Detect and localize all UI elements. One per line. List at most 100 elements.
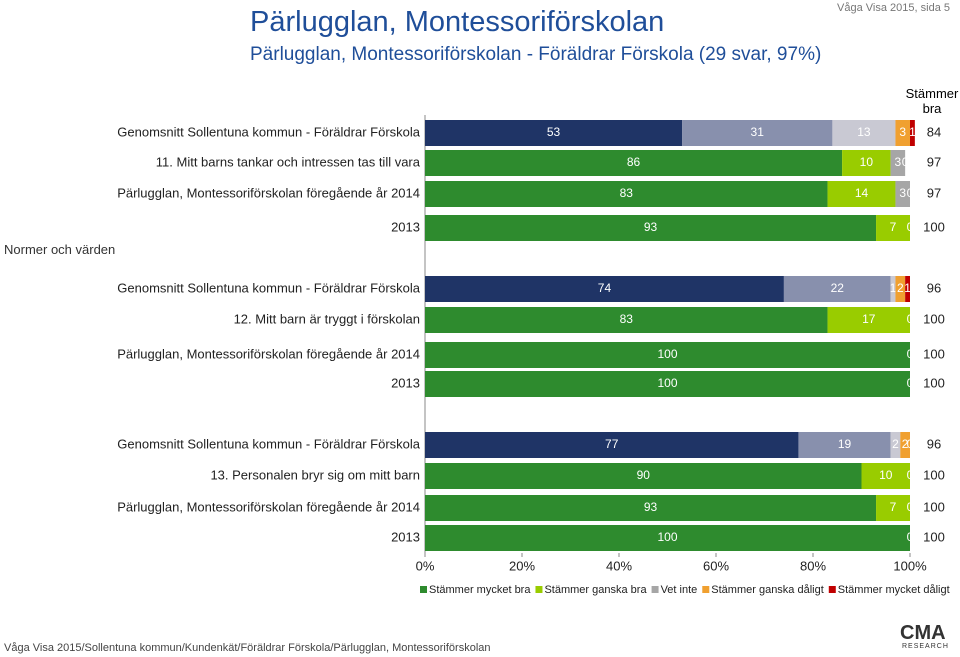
- total-label: 100: [923, 375, 945, 390]
- bar-label: 2: [892, 437, 899, 451]
- bar-label: 90: [637, 468, 651, 482]
- row-label: 12. Mitt barn är tryggt i förskolan: [234, 311, 420, 326]
- bar-label: 0: [907, 437, 914, 451]
- total-label: 100: [923, 311, 945, 326]
- bar-segment: [425, 150, 843, 176]
- x-tick-label: 20%: [509, 558, 535, 573]
- total-label: 100: [923, 467, 945, 482]
- bar-segment: [895, 276, 906, 302]
- legend-label: Stämmer ganska dåligt: [711, 584, 824, 596]
- x-tick-label: 80%: [800, 558, 826, 573]
- legend-label: Stämmer mycket dåligt: [838, 584, 950, 596]
- legend-swatch: [535, 586, 543, 593]
- bar-segment: [905, 276, 910, 302]
- bar-segment: [425, 215, 877, 241]
- bar-segment: [890, 432, 901, 458]
- bar-label: 83: [620, 186, 634, 200]
- legend-swatch: [420, 586, 427, 593]
- bar-segment: [910, 120, 915, 146]
- bar-segment: [827, 181, 896, 207]
- bar-segment: [425, 495, 877, 521]
- bar-label: 0: [907, 376, 914, 390]
- row-label: 2013: [391, 529, 420, 544]
- bar-label: 83: [620, 312, 634, 326]
- bar-segment: [425, 463, 862, 489]
- bar-label: 1: [909, 125, 916, 139]
- bar-label: 0: [907, 186, 914, 200]
- bar-label: 86: [627, 155, 641, 169]
- bar-label: 100: [657, 347, 677, 361]
- bar-label: 100: [657, 376, 677, 390]
- bar-segment: [895, 181, 910, 207]
- page-number: Våga Visa 2015, sida 5: [837, 2, 950, 14]
- bar-label: 0: [907, 220, 914, 234]
- side-label: Normer och värden: [4, 242, 116, 257]
- bar-label: 3: [899, 125, 906, 139]
- total-label: 100: [923, 346, 945, 361]
- legend-swatch: [828, 586, 836, 593]
- totals-header: Stämmer bra: [905, 86, 959, 116]
- bar-label: 93: [644, 500, 658, 514]
- bar-label: 7: [890, 500, 897, 514]
- bar-label: 2: [902, 437, 909, 451]
- x-tick-label: 40%: [606, 558, 632, 573]
- bar-segment: [783, 276, 891, 302]
- row-label: Genomsnitt Sollentuna kommun - Föräldrar…: [117, 436, 421, 451]
- bar-segment: [425, 371, 910, 397]
- x-tick-label: 0%: [416, 558, 435, 573]
- bar-label: 93: [644, 220, 658, 234]
- bar-label: 22: [831, 281, 845, 295]
- bar-segment: [425, 525, 910, 551]
- footer: Våga Visa 2015/Sollentuna kommun/Kundenk…: [4, 642, 491, 654]
- bar-label: 10: [879, 468, 893, 482]
- bar-segment: [900, 432, 910, 458]
- bar-segment: [425, 307, 828, 333]
- total-label: 97: [927, 154, 941, 169]
- logo: CMA: [900, 622, 946, 644]
- bar-label: 19: [838, 437, 852, 451]
- bar-label: 1: [904, 281, 911, 295]
- legend-swatch: [651, 586, 659, 593]
- bar-segment: [890, 150, 906, 176]
- legend-label: Stämmer mycket bra: [429, 584, 531, 596]
- total-label: 97: [927, 185, 941, 200]
- bar-label: 0: [907, 468, 914, 482]
- bar-label: 0: [907, 530, 914, 544]
- bar-segment: [832, 120, 896, 146]
- bar-label: 1: [890, 281, 897, 295]
- row-label: Genomsnitt Sollentuna kommun - Föräldrar…: [117, 124, 421, 139]
- total-label: 84: [927, 124, 941, 139]
- bar-label: 0: [907, 312, 914, 326]
- bar-segment: [876, 495, 910, 521]
- bar-label: 77: [605, 437, 619, 451]
- x-tick-label: 60%: [703, 558, 729, 573]
- bar-label: 10: [860, 155, 874, 169]
- legend-label: Vet inte: [661, 584, 698, 596]
- bar-segment: [425, 342, 910, 368]
- bar-label: 0: [907, 500, 914, 514]
- bar-label: 3: [899, 186, 906, 200]
- bar-label: 14: [855, 186, 869, 200]
- bar-label: 7: [890, 220, 897, 234]
- logo-sub: RESEARCH: [902, 643, 949, 650]
- row-label: 13. Personalen bryr sig om mitt barn: [210, 467, 420, 482]
- bar-label: 74: [598, 281, 612, 295]
- bar-label: 3: [895, 155, 902, 169]
- total-label: 100: [923, 499, 945, 514]
- bar-label: 0: [902, 155, 909, 169]
- bar-segment: [890, 276, 896, 302]
- row-label: 11. Mitt barns tankar och intressen tas …: [156, 154, 421, 169]
- bar-label: 0: [907, 347, 914, 361]
- bar-label: 13: [857, 125, 871, 139]
- subtitle: Pärlugglan, Montessoriförskolan - Föräld…: [250, 44, 822, 65]
- bar-segment: [895, 120, 910, 146]
- bar-label: 17: [862, 312, 876, 326]
- bar-segment: [425, 181, 828, 207]
- row-label: 2013: [391, 375, 420, 390]
- total-label: 100: [923, 219, 945, 234]
- total-label: 100: [923, 529, 945, 544]
- bar-segment: [425, 120, 683, 146]
- legend-swatch: [702, 586, 710, 593]
- row-label: Genomsnitt Sollentuna kommun - Föräldrar…: [117, 280, 421, 295]
